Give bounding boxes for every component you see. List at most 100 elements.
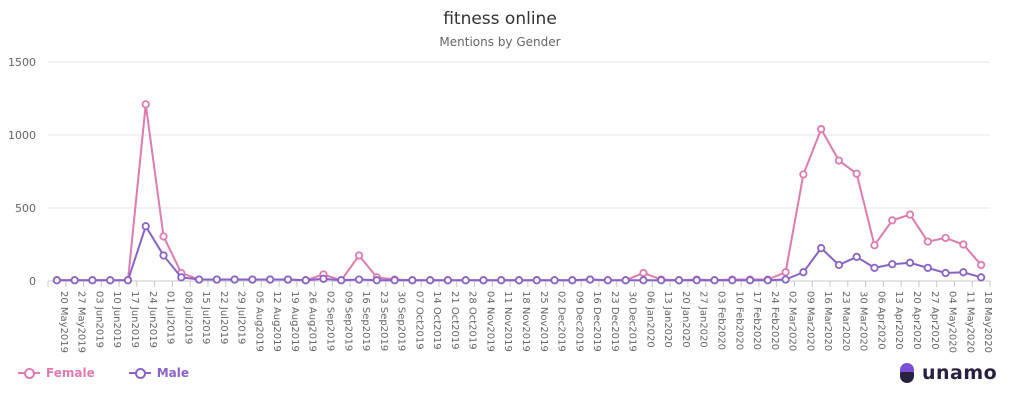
x-tick-label: 25 Nov2019 [538, 291, 549, 352]
data-point-male[interactable] [532, 276, 541, 285]
x-tick-label: 20 May2019 [58, 291, 69, 353]
data-point-female[interactable] [905, 210, 915, 219]
x-tick-label: 04 Nov2019 [484, 291, 495, 352]
data-point-male[interactable] [710, 276, 719, 285]
series-female [52, 100, 986, 285]
data-point-male[interactable] [870, 263, 879, 272]
data-point-male[interactable] [941, 268, 950, 278]
data-point-male[interactable] [923, 263, 932, 272]
data-point-male[interactable] [977, 273, 986, 282]
data-point-female[interactable] [799, 170, 808, 179]
data-point-female[interactable] [781, 268, 790, 277]
data-point-male[interactable] [817, 244, 826, 253]
data-point-male[interactable] [354, 275, 364, 284]
data-point-male[interactable] [159, 251, 168, 260]
data-point-female[interactable] [817, 125, 826, 134]
data-point-male[interactable] [674, 276, 684, 285]
data-point-female[interactable] [141, 100, 150, 109]
brand-logo: unamo [900, 362, 997, 384]
data-point-male[interactable] [657, 276, 666, 285]
data-point-male[interactable] [319, 274, 328, 283]
legend-label-female: Female [46, 366, 95, 380]
data-point-male[interactable] [888, 260, 897, 269]
data-point-female[interactable] [834, 156, 844, 165]
data-point-male[interactable] [443, 276, 453, 285]
x-tick-label: 22 Jul2019 [218, 291, 229, 344]
data-point-male[interactable] [390, 276, 399, 285]
x-tick-label: 26 Aug2019 [307, 291, 318, 352]
data-point-male[interactable] [106, 276, 115, 285]
data-point-female[interactable] [870, 241, 879, 250]
data-point-male[interactable] [177, 273, 186, 282]
x-tick-label: 09 Dec2019 [573, 291, 584, 352]
legend-item-male[interactable]: Male [128, 366, 189, 380]
x-tick-label: 27 Jan2020 [698, 291, 709, 348]
data-point-female[interactable] [354, 251, 364, 260]
x-tick-label: 29 Jul2019 [236, 291, 247, 344]
x-tick-label: 14 Oct2019 [431, 291, 442, 350]
data-point-male[interactable] [301, 276, 310, 285]
y-tick-label: 1500 [8, 56, 36, 69]
data-point-female[interactable] [941, 233, 950, 243]
x-tick-label: 16 Sep2019 [360, 291, 371, 351]
x-tick-label: 03 Jun2019 [93, 291, 104, 348]
data-point-male[interactable] [781, 275, 790, 284]
x-tick-label: 02 Dec2019 [556, 291, 567, 352]
data-point-female[interactable] [959, 240, 968, 249]
data-point-male[interactable] [959, 268, 968, 277]
data-point-male[interactable] [141, 222, 150, 231]
data-point-male[interactable] [763, 276, 772, 285]
data-point-male[interactable] [621, 276, 630, 285]
x-tick-label: 05 Aug2019 [253, 291, 264, 352]
data-point-male[interactable] [497, 276, 506, 285]
legend-item-female[interactable]: Female [18, 366, 95, 380]
x-tick-label: 24 Feb2020 [769, 291, 780, 350]
data-point-male[interactable] [88, 276, 97, 285]
x-tick-label: 21 Oct2019 [449, 291, 460, 350]
data-point-male[interactable] [283, 275, 293, 284]
data-point-male[interactable] [692, 276, 701, 285]
data-point-female[interactable] [977, 260, 986, 270]
data-point-male[interactable] [248, 275, 257, 284]
y-tick-label: 1000 [8, 129, 36, 142]
data-point-female[interactable] [639, 268, 648, 278]
data-point-female[interactable] [852, 169, 861, 178]
x-tick-label: 10 Feb2020 [733, 291, 744, 350]
data-point-male[interactable] [123, 276, 133, 285]
data-point-male[interactable] [461, 276, 470, 285]
data-point-male[interactable] [266, 275, 275, 284]
data-point-male[interactable] [514, 276, 524, 285]
data-point-male[interactable] [585, 275, 595, 284]
data-point-female[interactable] [923, 237, 932, 246]
data-point-male[interactable] [852, 252, 861, 262]
data-point-male[interactable] [550, 276, 559, 285]
data-point-male[interactable] [372, 276, 381, 285]
data-point-male[interactable] [905, 258, 915, 267]
data-point-male[interactable] [568, 276, 577, 285]
x-tick-label: 27 May2019 [76, 291, 87, 353]
data-point-male[interactable] [230, 275, 239, 284]
data-point-male[interactable] [479, 276, 488, 285]
chart-title: fitness online [443, 9, 557, 29]
legend: Female Male [18, 366, 189, 380]
x-tick-label: 30 Sep2019 [396, 291, 407, 351]
data-point-male[interactable] [408, 276, 417, 285]
data-point-male[interactable] [337, 276, 346, 285]
data-point-male[interactable] [799, 268, 808, 277]
data-point-male[interactable] [194, 275, 204, 284]
legend-label-male: Male [156, 366, 189, 380]
x-tick-label: 13 Jan2020 [662, 291, 673, 348]
data-point-female[interactable] [159, 232, 168, 241]
data-point-male[interactable] [639, 276, 648, 285]
data-point-male[interactable] [603, 276, 612, 285]
data-point-female[interactable] [888, 216, 897, 225]
data-point-male[interactable] [212, 275, 221, 284]
data-point-male[interactable] [70, 276, 79, 285]
data-point-male[interactable] [728, 276, 737, 285]
gridlines [48, 61, 990, 282]
data-point-male[interactable] [52, 276, 61, 285]
data-point-male[interactable] [426, 276, 435, 285]
data-point-male[interactable] [834, 260, 844, 270]
x-tick-label: 23 Sep2019 [378, 291, 389, 351]
data-point-male[interactable] [745, 276, 755, 285]
